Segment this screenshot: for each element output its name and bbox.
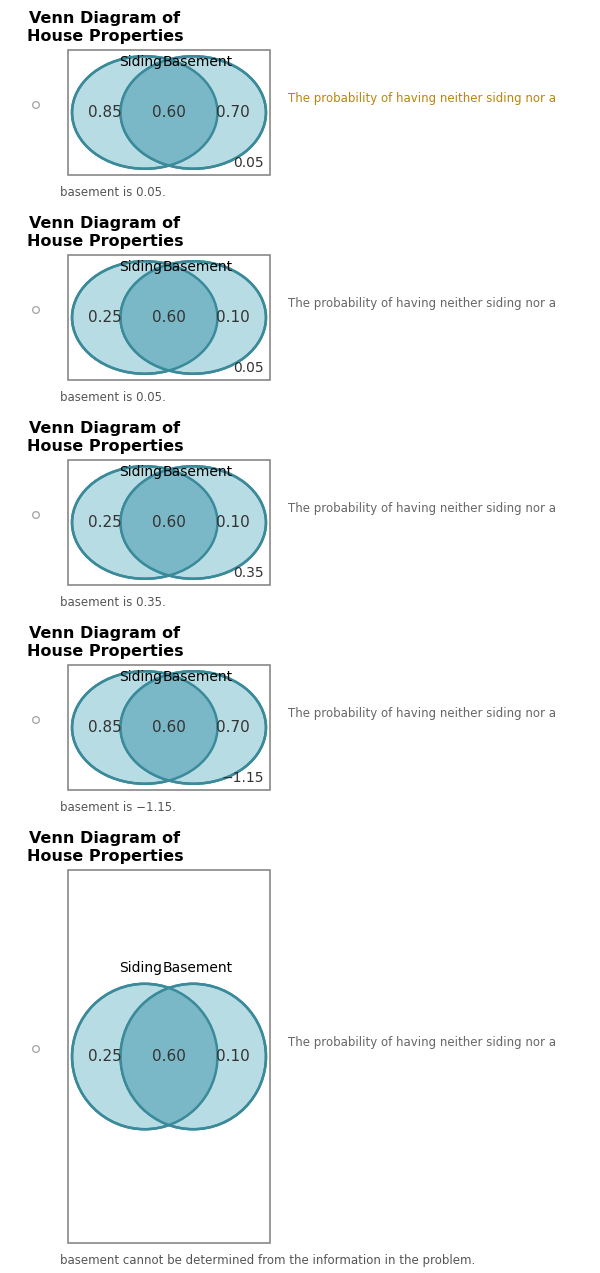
Text: Venn Diagram of
House Properties: Venn Diagram of House Properties xyxy=(26,11,184,43)
Ellipse shape xyxy=(121,56,266,169)
Text: 0.60: 0.60 xyxy=(152,1049,186,1064)
Text: The probability of having neither siding nor a: The probability of having neither siding… xyxy=(288,1036,556,1049)
Text: −1.15: −1.15 xyxy=(221,771,264,785)
Text: Basement: Basement xyxy=(162,961,232,975)
Text: Siding: Siding xyxy=(119,670,162,684)
Text: 0.10: 0.10 xyxy=(217,1049,250,1064)
Text: 0.60: 0.60 xyxy=(152,311,186,325)
Text: Venn Diagram of
House Properties: Venn Diagram of House Properties xyxy=(26,831,184,864)
Text: Basement: Basement xyxy=(162,55,232,69)
Ellipse shape xyxy=(121,466,266,579)
Text: The probability of having neither siding nor a: The probability of having neither siding… xyxy=(288,707,556,721)
Text: 0.25: 0.25 xyxy=(88,1049,122,1064)
Text: Siding: Siding xyxy=(119,260,162,274)
Text: basement is 0.05.: basement is 0.05. xyxy=(60,186,166,199)
Ellipse shape xyxy=(72,466,217,579)
Text: 0.60: 0.60 xyxy=(152,516,186,530)
Text: 0.10: 0.10 xyxy=(217,516,250,530)
Ellipse shape xyxy=(121,984,266,1129)
Ellipse shape xyxy=(121,671,266,784)
Text: Basement: Basement xyxy=(162,465,232,479)
Text: The probability of having neither siding nor a: The probability of having neither siding… xyxy=(288,92,556,106)
Text: 0.60: 0.60 xyxy=(152,721,186,735)
Text: Venn Diagram of
House Properties: Venn Diagram of House Properties xyxy=(26,626,184,658)
Text: 0.25: 0.25 xyxy=(88,516,122,530)
Text: 0.60: 0.60 xyxy=(152,104,186,120)
Text: 0.05: 0.05 xyxy=(233,157,264,171)
Ellipse shape xyxy=(121,466,266,579)
Text: 0.85: 0.85 xyxy=(88,104,122,120)
Ellipse shape xyxy=(72,984,217,1129)
Ellipse shape xyxy=(121,56,266,169)
Text: 0.85: 0.85 xyxy=(88,721,122,735)
Text: Venn Diagram of
House Properties: Venn Diagram of House Properties xyxy=(26,216,184,248)
Text: Basement: Basement xyxy=(162,670,232,684)
Text: 0.10: 0.10 xyxy=(217,311,250,325)
Text: Siding: Siding xyxy=(119,465,162,479)
Text: basement cannot be determined from the information in the problem.: basement cannot be determined from the i… xyxy=(60,1254,475,1267)
Text: 0.35: 0.35 xyxy=(233,566,264,580)
Text: Venn Diagram of
House Properties: Venn Diagram of House Properties xyxy=(26,421,184,453)
Ellipse shape xyxy=(72,261,217,374)
Text: basement is 0.35.: basement is 0.35. xyxy=(60,596,166,608)
Ellipse shape xyxy=(72,56,217,169)
Text: The probability of having neither siding nor a: The probability of having neither siding… xyxy=(288,297,556,311)
Text: Siding: Siding xyxy=(119,961,162,975)
Text: Basement: Basement xyxy=(162,260,232,274)
Ellipse shape xyxy=(72,671,217,784)
Text: The probability of having neither siding nor a: The probability of having neither siding… xyxy=(288,502,556,516)
Ellipse shape xyxy=(121,984,266,1129)
Ellipse shape xyxy=(121,261,266,374)
Text: 0.70: 0.70 xyxy=(217,104,250,120)
Text: 0.25: 0.25 xyxy=(88,311,122,325)
Text: basement is 0.05.: basement is 0.05. xyxy=(60,391,166,404)
Ellipse shape xyxy=(121,261,266,374)
Text: 0.05: 0.05 xyxy=(233,362,264,376)
Text: Siding: Siding xyxy=(119,55,162,69)
Ellipse shape xyxy=(121,671,266,784)
Text: basement is −1.15.: basement is −1.15. xyxy=(60,801,176,813)
Text: 0.70: 0.70 xyxy=(217,721,250,735)
